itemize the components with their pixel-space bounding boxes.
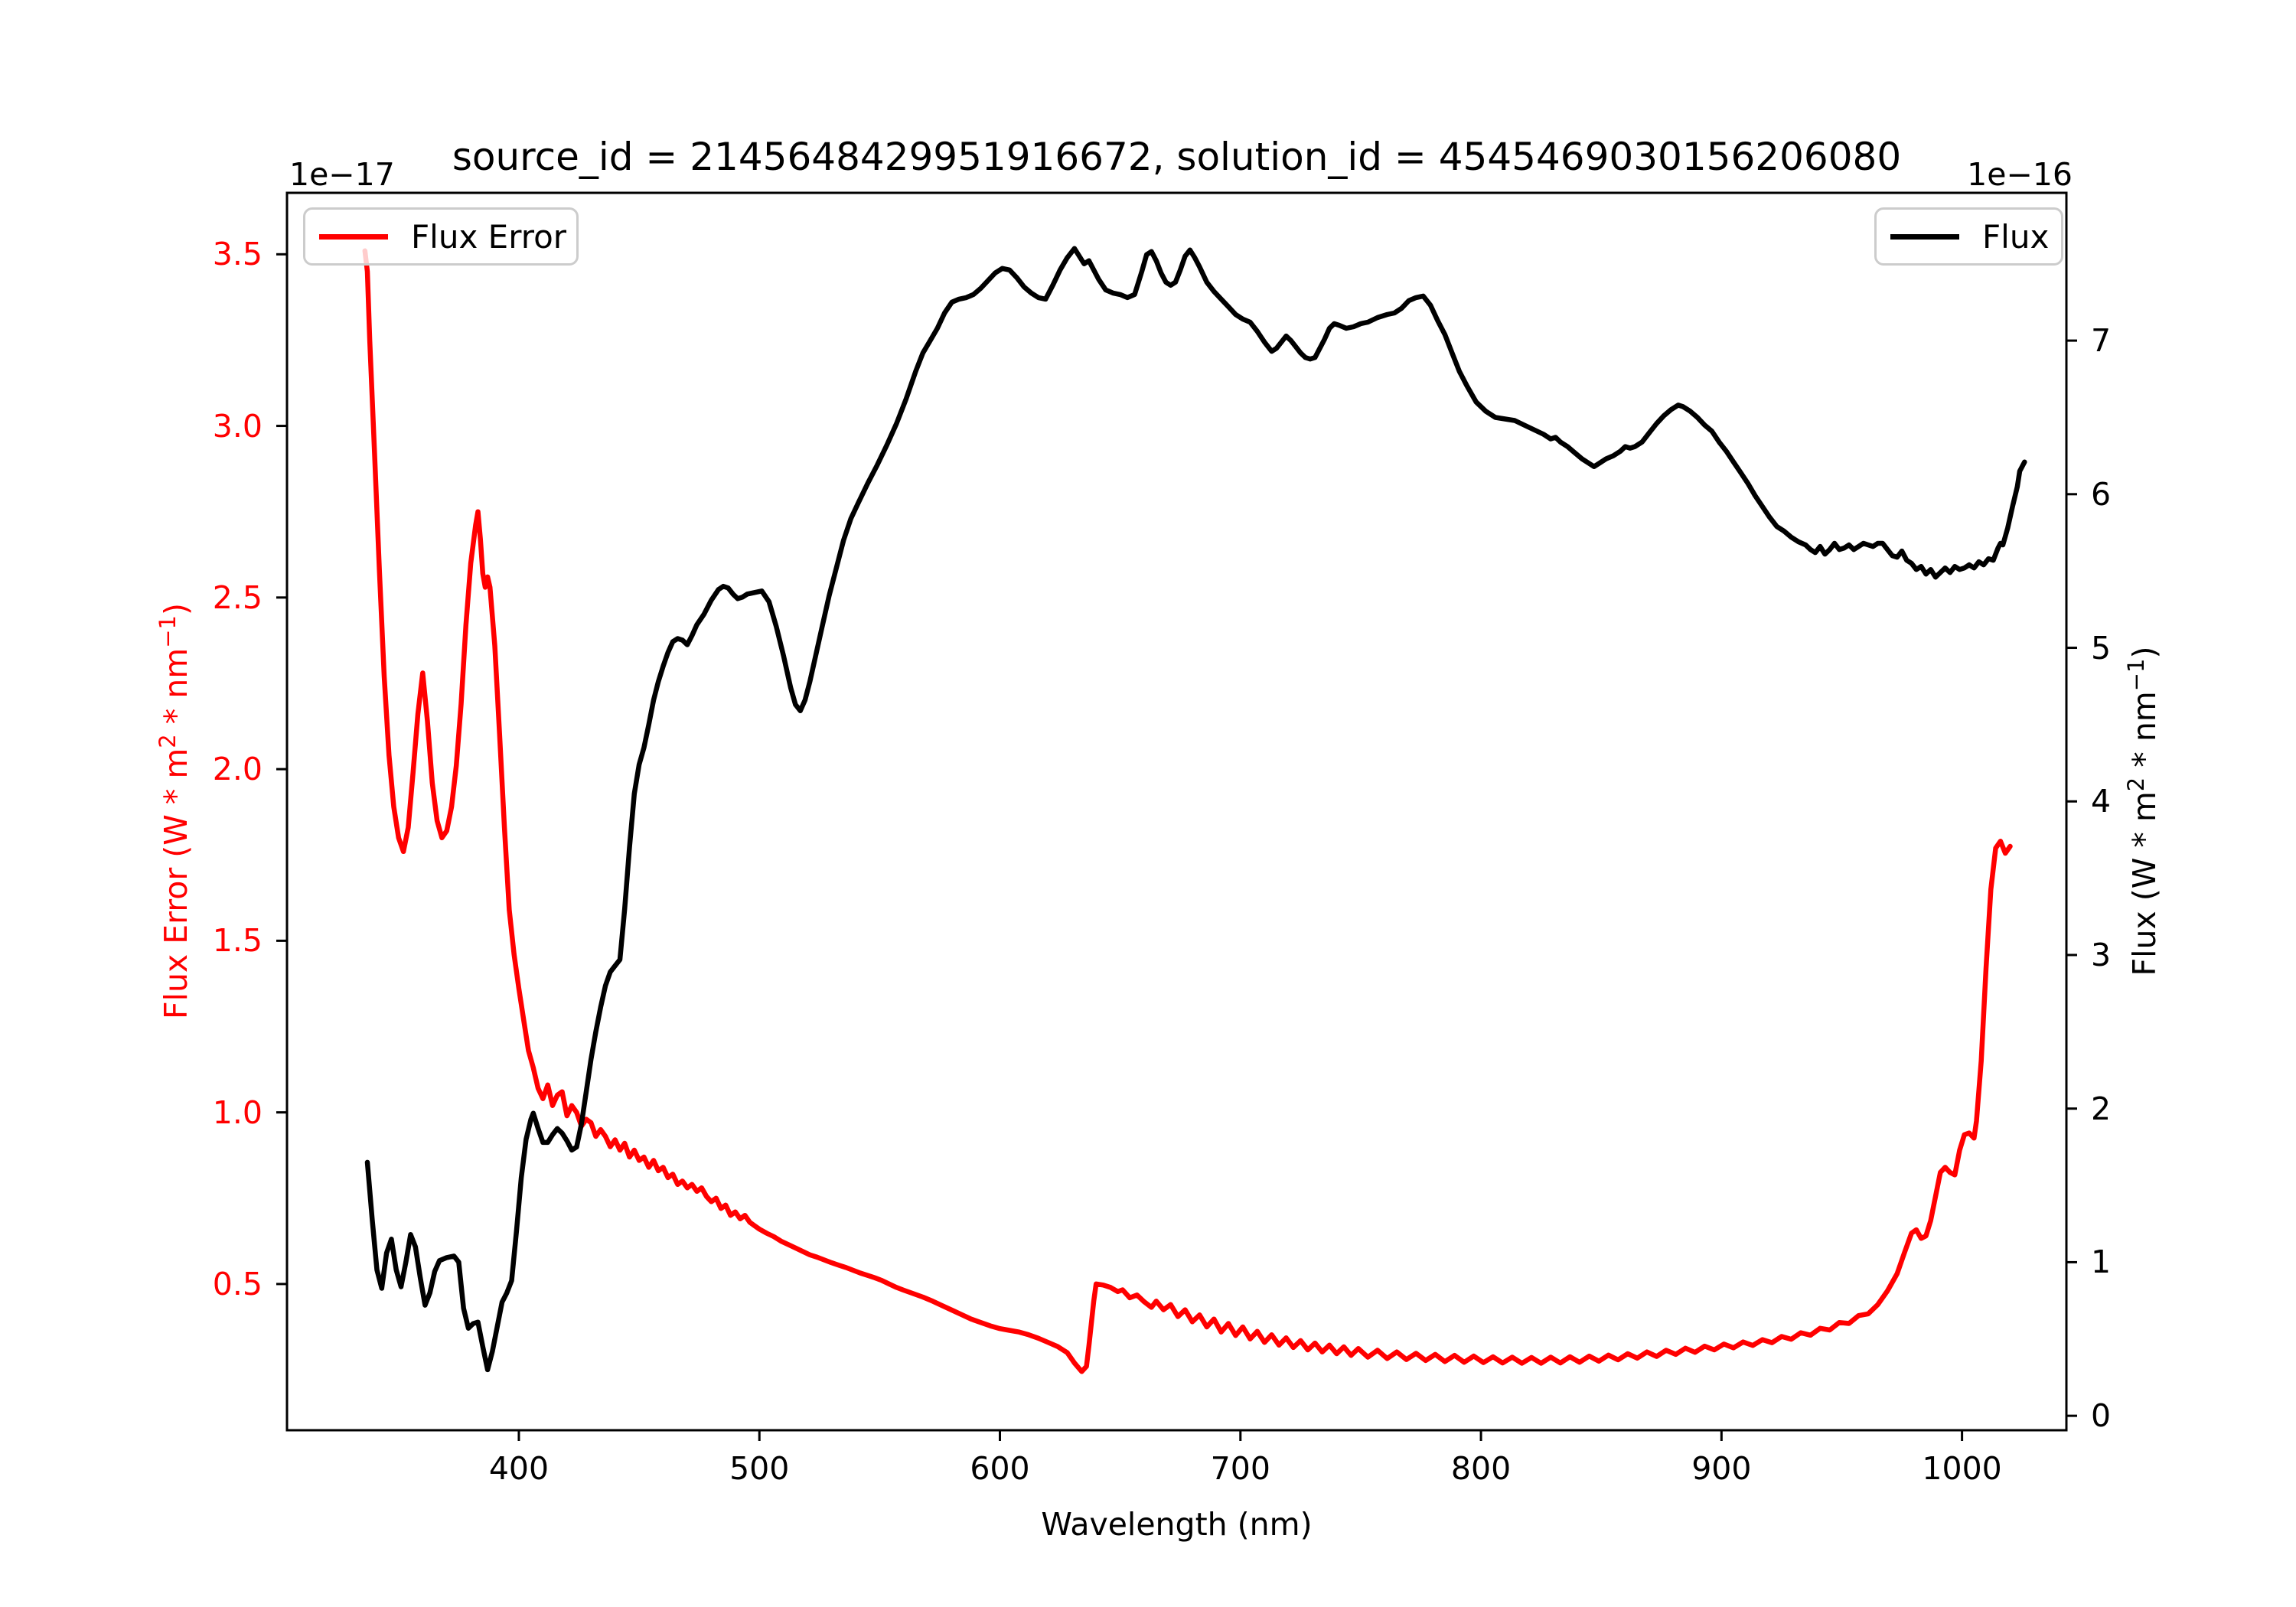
curve-flux [364, 246, 2027, 1373]
curve-flux-error [362, 248, 2013, 1374]
legend-flux: Flux [1874, 207, 2063, 266]
curves-layer [362, 246, 2027, 1374]
axes-frame [285, 191, 2068, 1432]
axes-layer [276, 191, 2077, 1441]
legend-label-flux: Flux [1982, 217, 2050, 256]
flux-error-line-sample-icon [319, 233, 388, 240]
flux-line-sample-icon [1890, 233, 1959, 240]
legend-flux-error: Flux Error [303, 207, 579, 266]
legend-label-flux-error: Flux Error [411, 217, 567, 256]
